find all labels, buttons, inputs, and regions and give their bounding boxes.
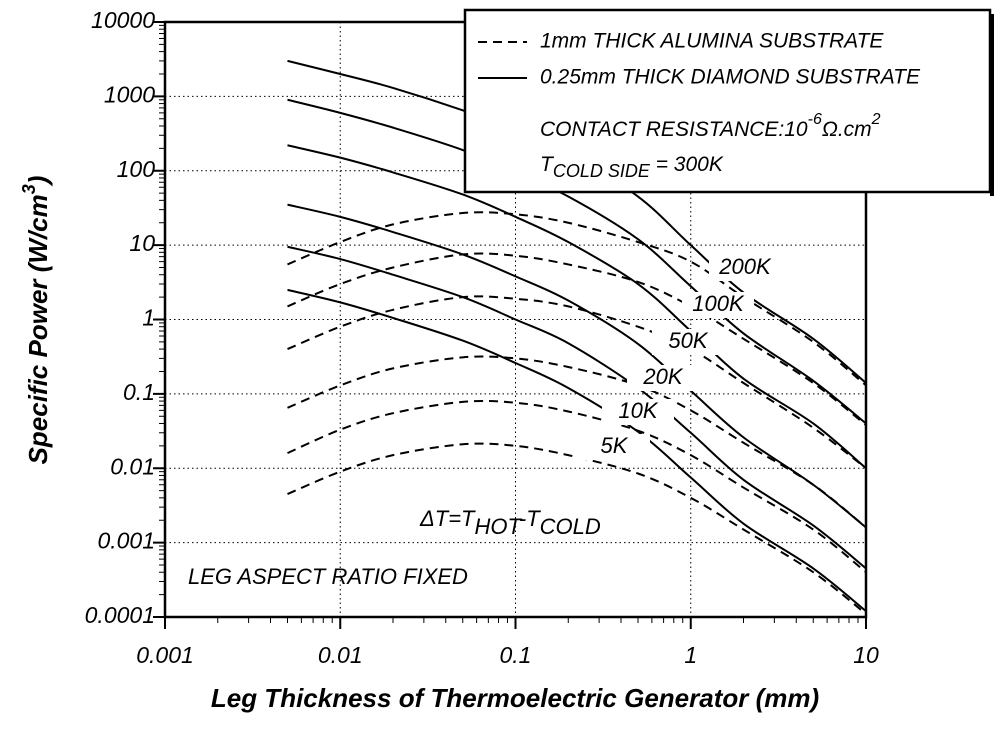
cs-sub: COLD SIDE xyxy=(553,161,651,181)
cr-unit-exp: 2 xyxy=(871,111,881,128)
alumina-line xyxy=(287,211,867,387)
delta-t-part: COLD xyxy=(540,514,601,539)
curve-label: 100K xyxy=(692,291,745,316)
alumina-line xyxy=(287,252,867,426)
contact-resistance: CONTACT RESISTANCE:10-6Ω.cm2 xyxy=(540,111,881,140)
diamond-line xyxy=(287,203,867,529)
y-label-text: Specific Power (W/cm xyxy=(23,194,53,464)
legend-shadow xyxy=(990,14,994,196)
cs-base: T xyxy=(540,153,555,176)
curve-label-bg xyxy=(602,399,674,425)
y-tick-label: 10 xyxy=(129,230,155,256)
y-label-sup: 3 xyxy=(19,184,39,194)
cr-exp: -6 xyxy=(808,111,822,128)
y-tick-label: 1000 xyxy=(104,81,155,107)
curve-label-bg xyxy=(627,365,699,391)
curve-label-bg xyxy=(709,255,781,281)
x-tick-label: 10 xyxy=(853,642,879,668)
cr-text: CONTACT RESISTANCE:10 xyxy=(540,118,808,141)
diamond-line xyxy=(287,144,867,470)
alumina-line xyxy=(287,355,867,529)
curve-label: 50K xyxy=(668,328,708,353)
curve-label: 20K xyxy=(642,364,683,389)
x-tick-label: 1 xyxy=(684,642,697,668)
y-tick-label: 100 xyxy=(117,156,156,182)
x-tick-label: 0.01 xyxy=(318,642,363,668)
diamond-line xyxy=(287,98,867,425)
cs-rest: = 300K xyxy=(650,153,724,176)
y-tick-label: 0.001 xyxy=(97,528,155,554)
y-tick-label: 0.1 xyxy=(123,379,155,405)
alumina-line xyxy=(287,399,867,573)
alumina-line xyxy=(287,442,867,615)
legend-label: 0.25mm THICK DIAMOND SUBSTRATE xyxy=(540,66,921,89)
delta-t-part: -T xyxy=(519,506,541,531)
y-tick-label: 1 xyxy=(142,305,155,331)
diamond-line xyxy=(287,288,867,612)
x-tick-label: 0.1 xyxy=(500,642,532,668)
delta-t-part: ΔT=T xyxy=(419,506,476,531)
curve-label-bg xyxy=(682,292,754,318)
y-tick-label: 0.0001 xyxy=(85,602,155,628)
y-tick-label: 0.01 xyxy=(110,453,155,479)
cr-unit: Ω.cm xyxy=(822,118,872,141)
y-tick-label: 10000 xyxy=(91,7,155,33)
curve-label-bg xyxy=(578,434,650,460)
curve-label: 10K xyxy=(618,398,658,423)
delta-t-annotation: ΔT=THOT-TCOLD xyxy=(419,506,601,539)
alumina-line xyxy=(287,295,867,470)
curve-label: 200K xyxy=(718,254,772,279)
cold-side: TCOLD SIDE = 300K xyxy=(540,153,724,181)
curve-label: 5K xyxy=(601,433,629,458)
x-axis-label: Leg Thickness of Thermoelectric Generato… xyxy=(211,683,819,713)
legend-label: 1mm THICK ALUMINA SUBSTRATE xyxy=(540,30,884,53)
x-tick-label: 0.001 xyxy=(136,642,194,668)
annotation: LEG ASPECT RATIO FIXED xyxy=(188,564,468,589)
curve-label-bg xyxy=(652,329,724,355)
diamond-line xyxy=(287,245,867,570)
y-label-end: ) xyxy=(23,176,53,188)
delta-t-part: HOT xyxy=(474,514,522,539)
y-axis-label: Specific Power (W/cm3) xyxy=(19,176,53,465)
